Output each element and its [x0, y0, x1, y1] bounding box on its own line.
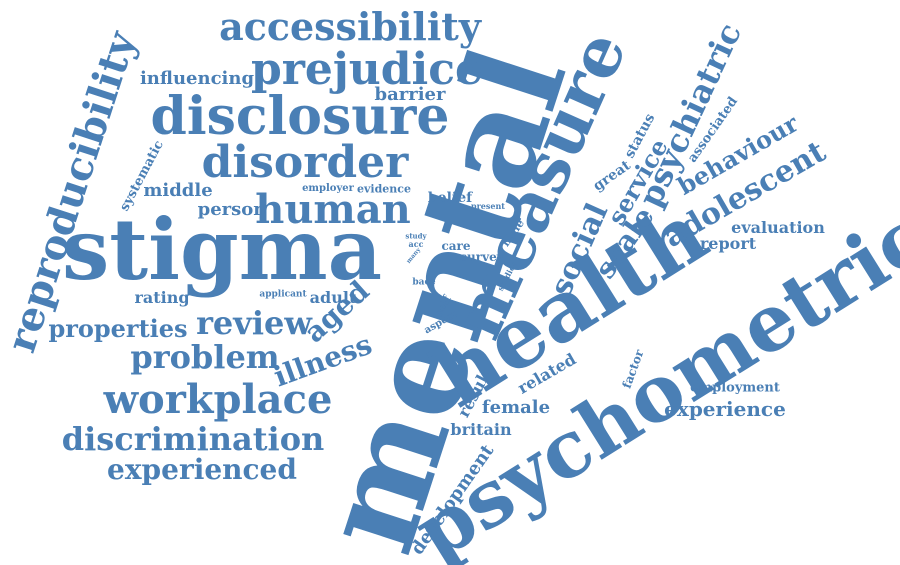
word-accessibility: accessibility	[219, 4, 481, 49]
word-experienced: experienced	[107, 453, 297, 486]
word-stigma: stigma	[61, 200, 383, 299]
word-female: female	[481, 397, 551, 418]
word-bace: bace	[412, 277, 436, 288]
word-prejudice: prejudice	[250, 44, 484, 95]
word-disclosure: disclosure	[150, 86, 450, 147]
word-adult: adult	[309, 288, 357, 307]
word-disorder: disorder	[201, 137, 409, 188]
word-employment: employment	[690, 380, 780, 396]
word-properties: properties	[48, 314, 188, 343]
word-discrimination: discrimination	[61, 420, 325, 458]
word-survey: survey	[460, 250, 504, 264]
word-care: care	[441, 239, 471, 253]
word-person: person	[197, 199, 267, 220]
word-rating: rating	[134, 288, 190, 307]
word-employer: employer	[302, 183, 354, 194]
word-evaluation: evaluation	[731, 218, 825, 237]
word-acc: acc	[408, 239, 424, 249]
word-present: present	[470, 201, 506, 211]
word-barrier: barrier	[374, 84, 446, 105]
word-applicant: applicant	[259, 289, 307, 300]
word-belief: belief	[427, 190, 473, 206]
word-middle: middle	[143, 180, 213, 201]
word-review: review	[196, 304, 312, 342]
word-study: study	[405, 231, 427, 241]
word-evidence: evidence	[357, 182, 411, 196]
word-experience: experience	[664, 397, 786, 421]
word-problem: problem	[130, 338, 280, 376]
word-influencing: influencing	[139, 68, 255, 89]
word-reproducibility: reproducibility	[0, 25, 146, 358]
word-britain: britain	[450, 420, 512, 439]
word-workplace: workplace	[103, 376, 333, 423]
word-human: human	[255, 186, 411, 233]
word-report: report	[699, 234, 757, 253]
